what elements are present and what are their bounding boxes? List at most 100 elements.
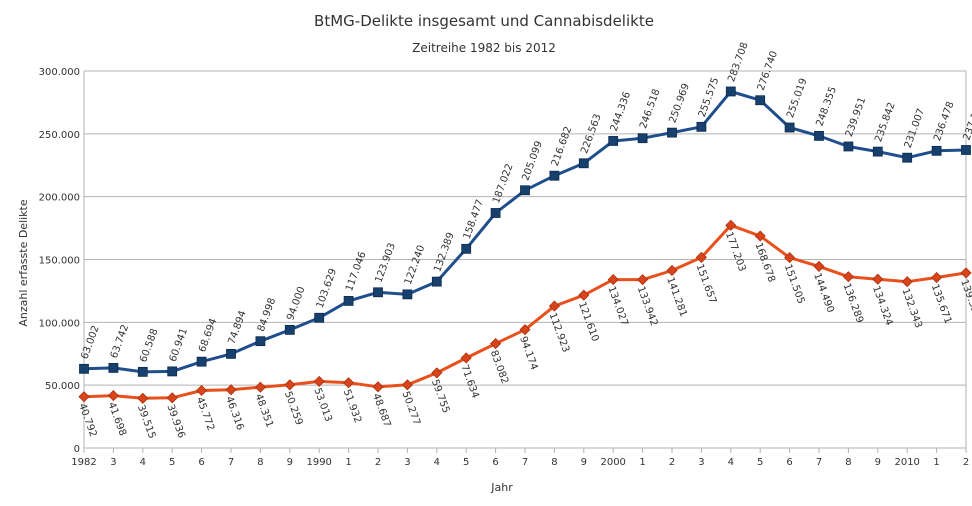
x-axis-title: Jahr	[490, 481, 513, 494]
x-tick-label: 5	[169, 457, 175, 468]
data-label: 250.969	[667, 82, 691, 125]
data-point-diamond	[431, 367, 443, 379]
data-label: 136.289	[841, 282, 865, 325]
x-tick-label: 3	[698, 457, 704, 468]
data-point-square	[637, 133, 648, 144]
x-tick-label: 5	[463, 457, 469, 468]
data-label: 117.046	[344, 250, 368, 293]
x-tick-label: 3	[110, 457, 116, 468]
data-label: 237.150	[961, 99, 972, 142]
data-point-square	[784, 122, 795, 133]
data-label: 48.351	[253, 392, 275, 429]
x-tick-label: 7	[228, 457, 234, 468]
x-tick-label: 2	[375, 457, 381, 468]
x-tick-label: 4	[140, 457, 146, 468]
data-point-square	[608, 136, 619, 146]
x-tick-label: 9	[581, 457, 587, 468]
data-label: 39.936	[164, 403, 186, 440]
data-label: 46.316	[223, 395, 245, 432]
data-point-square	[578, 158, 589, 169]
data-point-diamond	[725, 219, 737, 231]
data-label: 45.772	[194, 396, 216, 433]
data-label: 248.355	[814, 85, 838, 128]
data-label: 41.698	[106, 401, 128, 438]
data-point-diamond	[784, 252, 796, 264]
data-point-diamond	[343, 377, 355, 389]
data-point-square	[755, 95, 766, 106]
data-point-diamond	[372, 381, 384, 393]
x-tick-label: 2	[669, 457, 675, 468]
y-tick-label: 300.000	[39, 67, 80, 78]
data-point-square	[961, 145, 971, 155]
data-label: 235.842	[873, 101, 897, 144]
data-label: 255.575	[697, 76, 721, 119]
data-point-square	[725, 86, 736, 97]
data-point-square	[284, 324, 295, 335]
y-tick-label: 50.000	[45, 381, 80, 392]
data-point-square	[343, 296, 354, 306]
data-label: 60.941	[168, 327, 190, 364]
data-label: 53.013	[311, 387, 333, 424]
data-label: 94.174	[517, 335, 539, 372]
data-label: 132.389	[432, 231, 456, 274]
data-point-diamond	[78, 391, 90, 403]
y-tick-labels: 0 50.000 100.000 150.000 200.000 250.000 300.0…	[39, 67, 80, 455]
data-point-diamond	[901, 276, 913, 288]
data-point-diamond	[137, 392, 149, 404]
x-tick-label: 7	[522, 457, 528, 468]
data-label: 205.099	[520, 140, 544, 183]
x-tick-label: 8	[845, 457, 851, 468]
data-point-square	[108, 362, 119, 373]
data-point-diamond	[813, 260, 825, 272]
data-point-square	[373, 287, 383, 298]
x-tick-label: 4	[728, 457, 734, 468]
data-point-square	[520, 185, 530, 196]
data-point-diamond	[313, 375, 325, 387]
data-point-square	[696, 121, 707, 132]
chart-title: BtMG-Delikte insgesamt und Cannabisdelik…	[314, 12, 654, 30]
data-label: 60.588	[138, 327, 160, 364]
data-point-square	[431, 276, 442, 287]
data-label: 63.742	[109, 323, 131, 360]
data-point-diamond	[960, 267, 972, 279]
data-label: 112.923	[547, 311, 571, 354]
x-tick-label: 6	[786, 457, 792, 468]
data-label: 50.277	[400, 390, 422, 427]
data-point-diamond	[166, 392, 178, 404]
y-tick-label: 150.000	[39, 256, 80, 267]
data-point-square	[402, 289, 413, 300]
data-point-diamond	[225, 384, 237, 396]
data-label: 239.951	[844, 96, 868, 139]
data-point-diamond	[695, 251, 707, 263]
data-label: 135.671	[929, 283, 953, 326]
data-label: 123.903	[373, 242, 397, 285]
data-point-square	[931, 145, 942, 156]
data-point-square	[255, 336, 266, 347]
data-label: 48.687	[370, 392, 392, 429]
data-point-square	[79, 363, 89, 374]
data-point-square	[137, 366, 148, 377]
data-point-square	[490, 208, 501, 218]
data-point-diamond	[401, 379, 413, 391]
data-point-diamond	[519, 324, 531, 336]
data-label: 84.998	[256, 297, 278, 334]
series-layer	[78, 86, 972, 404]
data-point-square	[226, 348, 236, 359]
data-label: 121.610	[576, 300, 600, 343]
x-tick-label: 1	[345, 457, 351, 468]
data-point-diamond	[754, 230, 766, 242]
data-point-square	[549, 170, 560, 181]
data-label: 139.334	[958, 278, 972, 321]
data-point-square	[314, 312, 325, 323]
data-labels: 63.002 63.742 60.588 60.941 68.694 74.894 84.9…	[76, 41, 972, 440]
x-tick-label: 6	[492, 457, 498, 468]
data-label: 39.515	[135, 404, 157, 441]
data-point-diamond	[196, 384, 208, 397]
data-label: 94.000	[285, 285, 307, 322]
data-point-diamond	[872, 273, 884, 285]
data-label: 59.755	[429, 378, 451, 415]
data-label: 134.324	[870, 284, 894, 327]
x-tick-label: 9	[875, 457, 881, 468]
